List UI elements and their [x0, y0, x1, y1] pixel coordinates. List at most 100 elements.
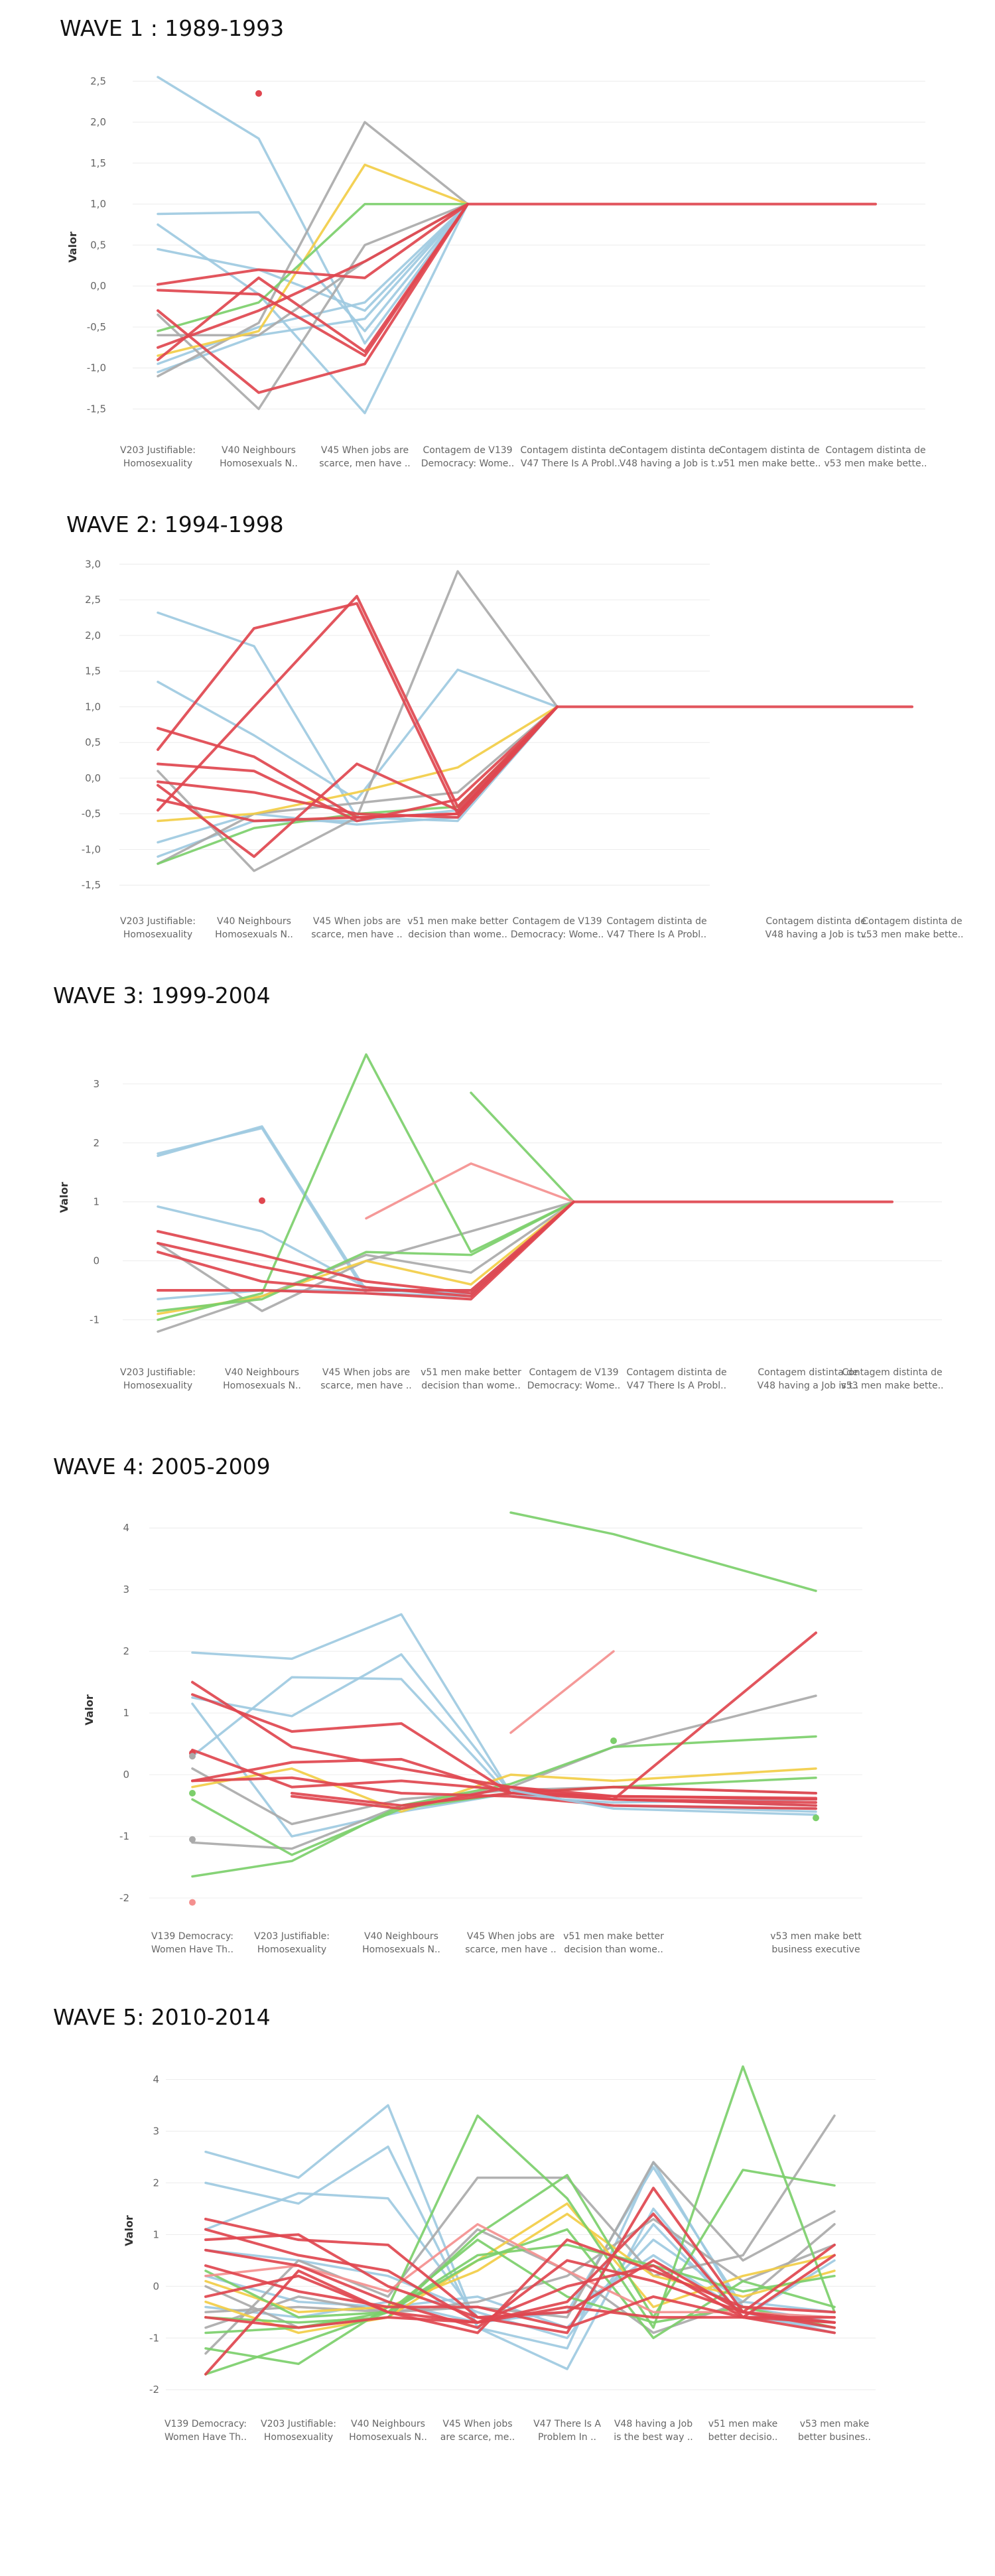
x-tick-label: v51 men make better decisio..	[708, 2419, 778, 2443]
series-line	[191, 1631, 817, 1801]
series-line	[365, 1162, 575, 1220]
chart-plot-area: 2,5 2,0 1,5 1,0 0,5 0,0 -0,5 -1,0 -1,5 Valor V203 …	[66, 75, 927, 469]
series-line	[157, 202, 469, 411]
series-line	[157, 1200, 575, 1292]
series-line	[157, 202, 469, 332]
y-axis-label: Valor	[83, 1694, 96, 1726]
series-line	[204, 2202, 836, 2335]
data-point	[189, 1899, 196, 1906]
series-line	[157, 202, 877, 286]
x-tick-label: V45 When jobs are scarce, men have ..	[320, 1367, 412, 1391]
series-line	[509, 1650, 615, 1734]
y-tick-label: 4	[153, 2073, 159, 2085]
x-tick-label: Contagem distinta de V48 having a Job is …	[620, 445, 721, 469]
series-line	[509, 1789, 817, 1816]
x-tick-label: Contagem de V139 Democracy: Wome..	[527, 1367, 621, 1391]
y-tick-label: 0	[93, 1255, 100, 1267]
series-line	[191, 1694, 817, 1850]
y-tick-label: 0,5	[90, 239, 106, 251]
wave-4-chart: 4 3 2 1 0 -1 -2 Valor V139 Democracy: Women Have …	[0, 1450, 995, 1967]
y-tick-label: -1,0	[87, 362, 106, 374]
x-tick-label: Contagem distinta de V47 There Is A Probl…	[606, 916, 706, 940]
y-tick-label: 2,5	[85, 594, 101, 606]
series-line	[157, 705, 559, 819]
series-line	[157, 705, 559, 858]
series-line	[157, 1200, 575, 1333]
y-tick-label: 0,5	[85, 736, 101, 748]
x-tick-label: V45 When jobs are scarce, men have ..	[311, 916, 403, 940]
y-tick-label: 0,0	[90, 280, 106, 292]
series-line	[157, 705, 559, 823]
series-line	[157, 594, 559, 812]
y-tick-label: -1	[119, 1830, 129, 1842]
wave-3-chart: 3 2 1 0 -1 Valor V203 Justifiable: Homosexualit…	[0, 979, 995, 1403]
series-line	[204, 2114, 836, 2355]
series-line	[157, 163, 469, 357]
y-tick-label: 1,5	[85, 665, 101, 677]
y-tick-label: -2	[149, 2384, 159, 2396]
x-tick-label: V203 Justifiable: Homosexuality	[120, 1367, 196, 1391]
wave-2-chart: 3,0 2,5 2,0 1,5 1,0 0,5 0,0 -0,5 -1,0 -1,5 V203 Ju…	[0, 508, 995, 959]
x-tick-label: V48 having a Job is the best way ..	[614, 2419, 693, 2443]
x-tick-label: Contagem de V139 Democracy: Wome..	[421, 445, 515, 469]
y-tick-label: -2	[119, 1892, 129, 1904]
y-tick-label: 3	[93, 1078, 100, 1090]
y-tick-label: 2,5	[90, 75, 106, 87]
data-point	[255, 90, 262, 97]
series-line	[204, 2264, 836, 2335]
y-tick-label: -1,5	[82, 879, 101, 891]
series-line	[204, 2169, 836, 2324]
x-tick-label: Contagem de V139 Democracy: Wome..	[511, 916, 604, 940]
chart-title: WAVE 2: 1994-1998	[66, 511, 284, 537]
series-line	[204, 2223, 836, 2319]
x-tick-label: Contagem distinta de v53 men make bette..	[840, 1367, 943, 1391]
chart-plot-area: 4 3 2 1 0 -1 -2 Valor V139 Democracy: Women Have …	[123, 2065, 876, 2443]
y-axis-label: Valor	[66, 232, 79, 263]
y-tick-label: 1	[123, 1707, 129, 1719]
x-tick-label: V40 Neighbours Homosexuals N..	[220, 445, 298, 469]
y-tick-label: 2	[153, 2177, 159, 2189]
y-tick-label: 2,0	[85, 630, 101, 642]
series-line	[191, 1767, 817, 1813]
chart-plot-area: 4 3 2 1 0 -1 -2 Valor V139 Democracy: Women Have …	[83, 1511, 862, 1955]
series-line	[191, 1757, 817, 1795]
x-tick-label: V40 Neighbours Homosexuals N..	[223, 1367, 301, 1391]
series-line	[157, 668, 559, 801]
series-line	[509, 1511, 817, 1592]
y-tick-label: 1,0	[85, 701, 101, 712]
series-line	[204, 2238, 836, 2335]
x-tick-label: v51 men make better decision than wome..	[421, 1367, 521, 1391]
x-tick-label: V139 Democracy: Women Have Th..	[151, 1931, 233, 1955]
y-tick-label: 2	[93, 1137, 100, 1149]
chart-plot-area: 3 2 1 0 -1 Valor V203 Justifiable: Homosexualit…	[58, 1053, 944, 1391]
x-tick-label: V45 When jobs are scarce, men have ..	[465, 1931, 557, 1955]
series-line	[157, 705, 559, 865]
series-line	[291, 1792, 817, 1807]
series-line	[204, 2218, 836, 2314]
y-tick-label: 1,5	[90, 157, 106, 169]
series-line	[157, 570, 559, 872]
series-line	[157, 1200, 575, 1312]
chart-title: WAVE 5: 2010-2014	[53, 2004, 271, 2030]
x-tick-label: v53 men make better busines..	[798, 2419, 871, 2443]
series-line	[157, 1125, 575, 1295]
series-line	[191, 1776, 817, 1810]
chart-title: WAVE 1 : 1989-1993	[60, 15, 285, 41]
y-tick-label: -1	[90, 1314, 100, 1325]
series-line	[157, 202, 469, 349]
x-tick-label: Contagem distinta de V47 There Is A Probl…	[626, 1367, 726, 1391]
series-line	[470, 1091, 575, 1203]
series-line	[204, 2254, 836, 2329]
x-tick-label: Contagem distinta de v53 men make bette..	[824, 445, 927, 469]
x-tick-label: V45 When jobs are scarce, men have ..	[319, 445, 411, 469]
series-line	[157, 705, 559, 823]
x-tick-label: V40 Neighbours Homosexuals N..	[215, 916, 293, 940]
series-line	[157, 602, 913, 815]
x-tick-label: Contagem distinta de V47 There Is A Probl…	[520, 445, 620, 469]
series-line	[157, 202, 469, 358]
y-tick-label: -1,5	[87, 403, 106, 415]
series-line	[291, 1785, 817, 1810]
series-line	[157, 202, 469, 394]
y-tick-label: 0	[153, 2280, 159, 2292]
y-tick-label: -1	[149, 2332, 159, 2344]
